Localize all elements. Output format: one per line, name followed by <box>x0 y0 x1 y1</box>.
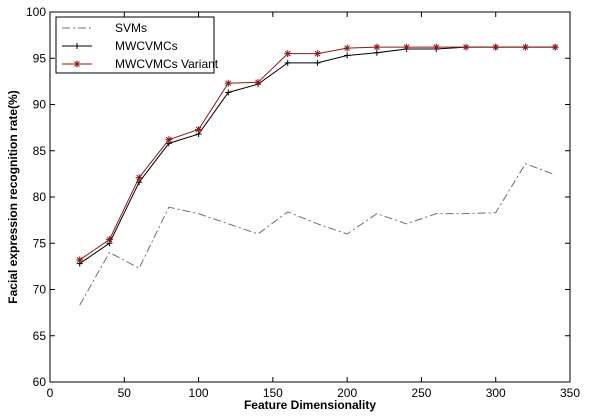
data-point <box>254 78 262 86</box>
data-point <box>165 136 173 144</box>
data-point <box>225 89 232 96</box>
data-point <box>492 43 500 51</box>
x-axis-label: Feature Dimensionality <box>244 398 376 412</box>
y-tick-label: 65 <box>33 329 47 343</box>
y-tick-label: 80 <box>33 190 47 204</box>
series-line-0 <box>79 163 556 306</box>
data-point <box>551 43 559 51</box>
y-tick-label: 100 <box>26 5 46 19</box>
data-point <box>224 79 232 87</box>
y-tick-label: 75 <box>33 236 47 250</box>
data-point <box>313 50 321 58</box>
data-point <box>462 43 470 51</box>
data-point <box>314 59 321 66</box>
data-point <box>343 44 351 52</box>
data-point <box>284 50 292 58</box>
data-point <box>284 59 291 66</box>
data-point <box>105 236 113 244</box>
x-tick-label: 350 <box>560 386 580 400</box>
plot-area <box>49 11 571 383</box>
x-tick-label: 200 <box>337 386 357 400</box>
y-axis-ticks: 60 65 70 75 80 85 90 95 100 <box>26 5 570 389</box>
legend-label: SVMs <box>115 21 147 35</box>
data-point <box>373 43 381 51</box>
data-point <box>432 43 440 51</box>
data-point <box>73 60 81 68</box>
legend: SVMs MWCVMCs MWCVMCs Variant <box>55 16 219 74</box>
data-point <box>373 49 380 56</box>
data-point <box>195 125 203 133</box>
legend-label: MWCVMCs Variant <box>115 57 219 71</box>
x-tick-label: 100 <box>189 386 209 400</box>
x-tick-label: 250 <box>411 386 431 400</box>
x-tick-label: 150 <box>263 386 283 400</box>
y-axis-label: Facial expression recognition rate(%) <box>6 90 20 303</box>
data-point <box>521 43 529 51</box>
data-point <box>76 256 84 264</box>
data-point <box>403 43 411 51</box>
y-tick-label: 90 <box>33 98 47 112</box>
y-tick-label: 85 <box>33 144 47 158</box>
x-tick-label: 300 <box>486 386 506 400</box>
data-point <box>74 43 80 49</box>
y-tick-label: 70 <box>33 283 47 297</box>
data-point <box>135 174 143 182</box>
data-point <box>344 52 351 59</box>
series-layer <box>76 43 559 306</box>
legend-label: MWCVMCs <box>115 39 178 53</box>
x-axis-ticks: 0 50 100 150 200 250 300 350 <box>47 12 580 400</box>
y-tick-label: 60 <box>33 375 47 389</box>
x-tick-label: 50 <box>118 386 132 400</box>
x-tick-label: 0 <box>47 386 54 400</box>
y-tick-label: 95 <box>33 51 47 65</box>
